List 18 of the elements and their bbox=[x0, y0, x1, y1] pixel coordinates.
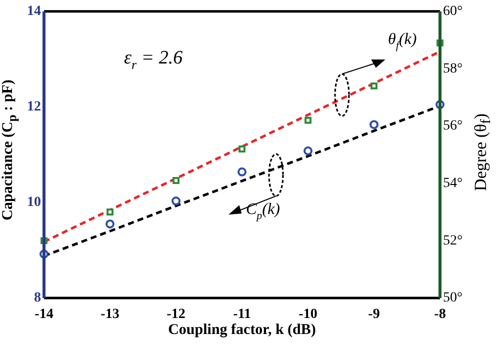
y2-tick-label: 60° bbox=[443, 4, 463, 20]
x-tick-label: -11 bbox=[233, 307, 251, 322]
x-tick-label: -13 bbox=[100, 307, 120, 322]
x-tick-label: -9 bbox=[368, 307, 380, 322]
x-tick-label: -12 bbox=[166, 307, 186, 322]
x-tick-label: -10 bbox=[298, 307, 318, 322]
y-tick-label: 8 bbox=[34, 290, 41, 306]
x-tick-label: -14 bbox=[34, 307, 54, 322]
y2-tick-label: 56° bbox=[443, 118, 463, 134]
y-tick-label: 10 bbox=[27, 195, 41, 210]
x-axis-title: Coupling factor, k (dB) bbox=[167, 322, 317, 339]
y2-tick-label: 58° bbox=[443, 61, 463, 76]
y-tick-label: 12 bbox=[27, 100, 41, 115]
y2-tick-label: 52° bbox=[443, 233, 463, 248]
y2-tick-label: 54° bbox=[443, 176, 463, 192]
x-tick-label: -8 bbox=[434, 307, 446, 322]
y2-tick-label: 50° bbox=[443, 290, 463, 306]
y-tick-label: 14 bbox=[27, 4, 41, 20]
